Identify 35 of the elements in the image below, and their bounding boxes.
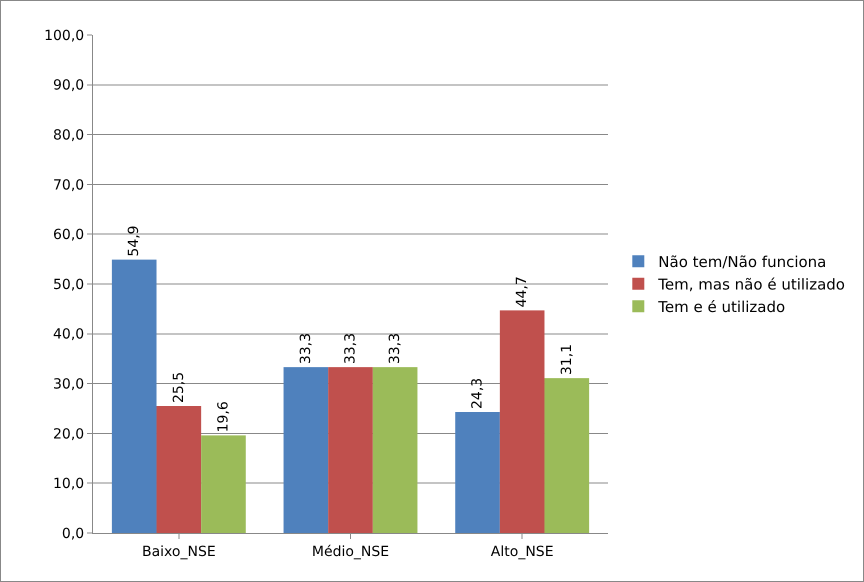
data-label: 33,3	[342, 333, 358, 364]
data-label: 19,6	[215, 401, 232, 432]
y-tick-label: 40,0	[53, 326, 84, 343]
bar	[156, 406, 202, 533]
y-tick-label: 80,0	[53, 128, 84, 144]
data-label: 31,1	[558, 344, 575, 376]
y-tick-label: 90,0	[53, 78, 84, 94]
legend-label: Tem e é utilizado	[657, 298, 786, 316]
bar	[455, 412, 500, 533]
y-tick-label: 20,0	[53, 426, 84, 442]
y-tick-label: 30,0	[53, 376, 84, 392]
x-tick-label: Alto_NSE	[490, 544, 554, 560]
y-tick-label: 100,0	[44, 28, 84, 44]
y-tick-label: 10,0	[53, 476, 84, 492]
data-label: 24,3	[470, 378, 486, 409]
bar	[284, 367, 328, 533]
bar	[328, 367, 373, 533]
data-label: 33,3	[387, 333, 404, 364]
x-tick-label: Baixo_NSE	[142, 544, 216, 560]
legend-label: Não tem/Não funciona	[658, 253, 826, 272]
data-label: 25,5	[170, 372, 187, 404]
bar	[544, 378, 590, 533]
bar	[112, 260, 157, 533]
y-tick-label: 50,0	[53, 276, 84, 293]
bar	[201, 435, 246, 533]
y-tick-label: 70,0	[53, 177, 84, 194]
data-label: 54,9	[126, 225, 142, 257]
bar	[500, 310, 544, 533]
x-tick-label: Médio_NSE	[312, 544, 390, 560]
legend-label: Tem, mas não é utilizado	[657, 276, 845, 294]
data-label: 44,7	[514, 276, 530, 308]
y-tick-label: 60,0	[53, 227, 84, 244]
bar	[372, 367, 418, 533]
data-label: 33,3	[298, 333, 314, 364]
y-tick-label: 0,0	[62, 526, 84, 542]
